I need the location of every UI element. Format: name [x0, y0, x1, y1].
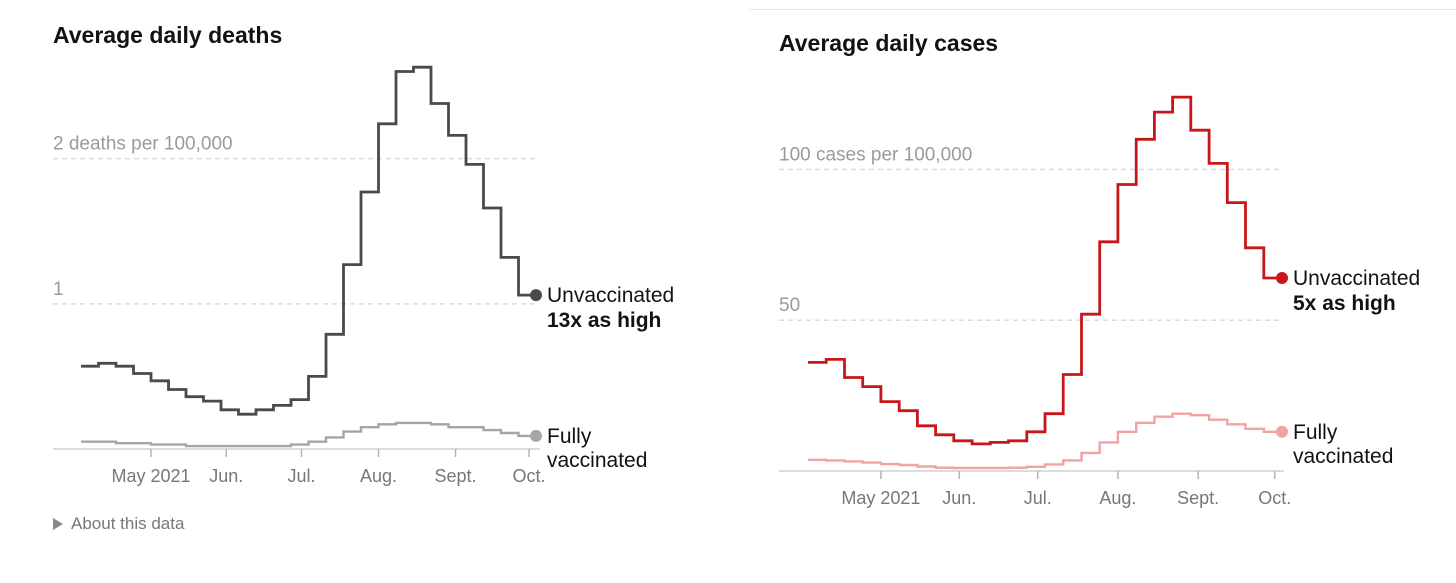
cases-chart-title: Average daily cases	[779, 30, 999, 56]
deaths-series-unvaccinated-end-point	[530, 289, 542, 302]
cases-chart: 100 cases per 100,000 50 May 2021 Jun. Jul. A…	[779, 95, 1420, 508]
cases-x-tick-label: Aug.	[1099, 488, 1136, 508]
deaths-x-tick-label: May 2021	[111, 466, 190, 486]
deaths-x-tick-label: Sept.	[434, 466, 476, 486]
cases-fully-vaccinated-label: Fully vaccinated	[1293, 421, 1393, 468]
cases-series-fully-vaccinated-line	[808, 412, 1282, 470]
deaths-fully-vaccinated-label: Fully vaccinated	[547, 425, 647, 472]
deaths-series-fully-vaccinated-end-point	[530, 429, 542, 442]
about-this-data-toggle[interactable]: About this data	[53, 514, 184, 534]
cases-unvaccinated-label: Unvaccinated	[1293, 267, 1420, 290]
deaths-x-tick-label: Jun.	[209, 466, 243, 486]
cases-x-tick-label: May 2021	[841, 488, 920, 508]
deaths-x-tick-label: Jul.	[287, 466, 315, 486]
cases-series-unvaccinated-end-point	[1276, 272, 1288, 284]
about-this-data-label: About this data	[71, 514, 185, 533]
cases-series-unvaccinated-line	[808, 95, 1282, 446]
deaths-x-tick-label: Oct.	[512, 466, 545, 486]
cases-unvaccinated-annotation: 5x as high	[1293, 292, 1396, 315]
cases-x-tick-label: Oct.	[1258, 488, 1291, 508]
deaths-chart-panel: Average daily deaths 2 deaths per 100,00…	[0, 0, 720, 583]
deaths-chart: 2 deaths per 100,000 1 May 2021 Jun. Jul. Aug…	[53, 65, 674, 486]
cases-gridline-label: 100 cases per 100,000	[779, 144, 972, 165]
cases-chart-panel: Average daily cases 100 cases per 100,00…	[750, 0, 1456, 583]
deaths-x-tick-label: Aug.	[360, 466, 397, 486]
cases-x-tick-label: Jul.	[1024, 488, 1052, 508]
deaths-gridline-label: 1	[53, 279, 64, 300]
deaths-unvaccinated-label: Unvaccinated	[547, 284, 674, 307]
deaths-series-fully-vaccinated-line	[81, 421, 536, 448]
cases-x-tick-label: Jun.	[942, 488, 976, 508]
disclosure-triangle-icon	[53, 518, 63, 530]
cases-series-fully-vaccinated-end-point	[1276, 425, 1288, 438]
top-divider	[750, 9, 1456, 10]
cases-x-tick-label: Sept.	[1177, 488, 1219, 508]
deaths-gridline-label: 2 deaths per 100,000	[53, 134, 233, 155]
deaths-series-unvaccinated-line	[81, 65, 536, 416]
deaths-chart-title: Average daily deaths	[53, 22, 283, 48]
cases-gridline-label: 50	[779, 295, 800, 316]
deaths-unvaccinated-annotation: 13x as high	[547, 309, 661, 332]
